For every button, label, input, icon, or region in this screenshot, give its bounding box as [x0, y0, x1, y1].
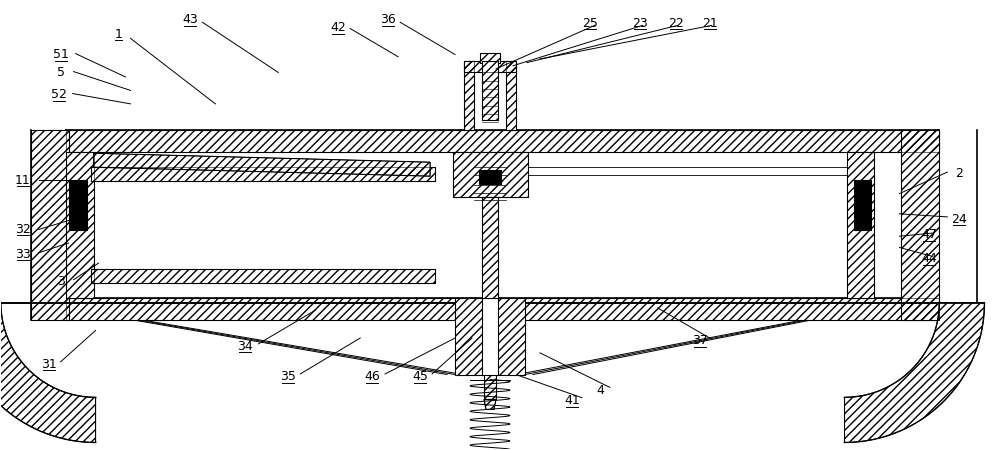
Bar [480, 53, 500, 63]
Bar [482, 60, 498, 120]
Text: 2: 2 [955, 167, 963, 180]
Bar [484, 374, 496, 400]
Text: 31: 31 [41, 358, 57, 370]
Text: 52: 52 [51, 88, 67, 101]
Bar [464, 60, 474, 130]
Text: 35: 35 [280, 370, 296, 383]
Bar [464, 60, 474, 130]
Text: 37: 37 [692, 334, 708, 347]
Bar [66, 298, 939, 320]
Bar [479, 170, 501, 184]
Text: 42: 42 [330, 21, 346, 34]
Bar [66, 298, 939, 320]
Polygon shape [484, 400, 496, 410]
Bar [31, 130, 69, 320]
Bar [847, 152, 874, 298]
Bar [453, 152, 528, 197]
Polygon shape [845, 303, 984, 442]
Bar [847, 152, 874, 298]
Bar [901, 130, 939, 320]
Bar [31, 130, 69, 320]
Text: 45: 45 [412, 370, 428, 383]
Polygon shape [94, 153, 430, 176]
Text: 46: 46 [364, 370, 380, 383]
Bar [91, 269, 435, 283]
Text: 51: 51 [53, 48, 69, 61]
Bar [69, 180, 87, 230]
Bar [455, 298, 525, 374]
Bar [464, 60, 516, 72]
Bar [91, 167, 435, 181]
Bar [482, 298, 498, 374]
Text: 24: 24 [951, 213, 967, 225]
Text: 34: 34 [237, 340, 253, 353]
Bar [480, 53, 500, 63]
Text: 5: 5 [57, 66, 65, 79]
Text: 4: 4 [596, 384, 604, 397]
Bar [506, 60, 516, 130]
Bar [91, 167, 435, 181]
Bar [464, 60, 516, 72]
Bar [901, 130, 939, 320]
Bar [854, 180, 871, 230]
Text: 41: 41 [564, 394, 580, 407]
Text: 33: 33 [15, 248, 31, 261]
Text: 23: 23 [632, 17, 648, 30]
Text: 43: 43 [183, 13, 198, 26]
Text: 32: 32 [15, 223, 31, 236]
Text: 47: 47 [921, 228, 937, 241]
Text: 36: 36 [380, 13, 396, 26]
Text: 22: 22 [668, 17, 684, 30]
Bar [482, 60, 498, 120]
Bar [484, 374, 496, 400]
Text: 25: 25 [582, 17, 598, 30]
Bar [482, 197, 498, 298]
Bar [66, 130, 939, 152]
Text: 3: 3 [57, 274, 65, 288]
Bar [66, 152, 94, 298]
Bar [66, 130, 939, 152]
Text: 11: 11 [15, 174, 31, 187]
Polygon shape [0, 303, 96, 442]
Bar [91, 269, 435, 283]
Text: 44: 44 [922, 252, 937, 265]
Bar [66, 152, 94, 298]
Bar [455, 298, 525, 374]
Text: 1: 1 [115, 28, 122, 41]
Bar [453, 152, 528, 197]
Text: 21: 21 [702, 17, 718, 30]
Bar [506, 60, 516, 130]
Bar [482, 197, 498, 298]
